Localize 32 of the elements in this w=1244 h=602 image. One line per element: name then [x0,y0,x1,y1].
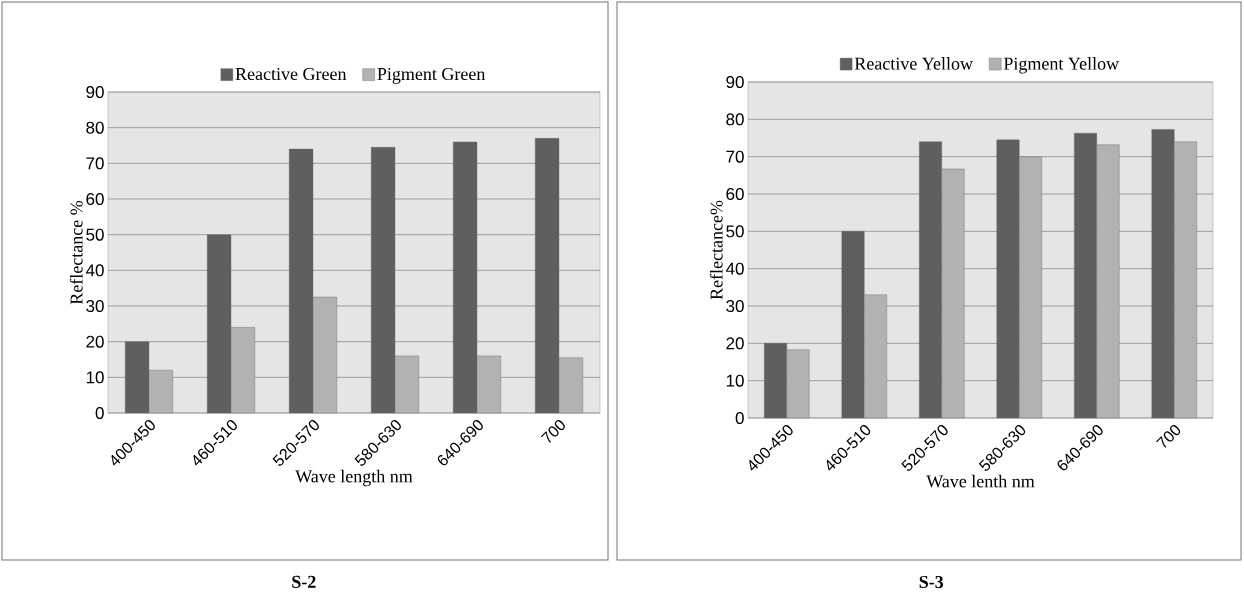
y-tick-label: 80 [726,113,744,126]
text: S-3 [919,575,944,589]
y-tick-label: 60 [726,187,744,201]
y-tick-label: 20 [726,337,744,350]
legend-label: Reactive Yellow [854,57,973,70]
y-tick-label: 0 [95,406,104,420]
y-tick-label: 70 [86,157,104,170]
y-tick-label: 10 [86,371,104,384]
y-tick-label: 50 [726,225,744,238]
x-tick-label: 700 [1156,425,1181,448]
y-axis-title: Reflectance % [69,200,83,305]
y-axis-title: Reflectance% [709,200,723,300]
legend-label: Pigment Yellow [1003,57,1120,74]
y-tick-label: 90 [726,75,744,89]
y-tick-label: 70 [726,150,744,163]
x-tick-label: 700 [540,420,565,443]
x-axis-title: Wave lenth nm [926,474,1035,488]
y-tick-label: 0 [735,411,744,425]
x-axis-title: Wave length nm [295,469,413,487]
y-tick-label: 10 [726,374,744,387]
y-tick-label: 60 [86,192,104,206]
y-tick-label: 50 [86,228,104,241]
text: S-2 [292,575,316,588]
y-tick-label: 40 [85,264,104,277]
y-tick-label: 80 [86,121,104,134]
y-tick-label: 40 [725,262,744,275]
legend-label: Pigment Green [377,67,486,84]
y-tick-label: 30 [86,299,104,313]
y-tick-label: 30 [726,299,744,313]
y-tick-label: 90 [86,85,104,99]
legend-label: Reactive Green [235,67,347,81]
y-tick-label: 20 [86,335,104,348]
